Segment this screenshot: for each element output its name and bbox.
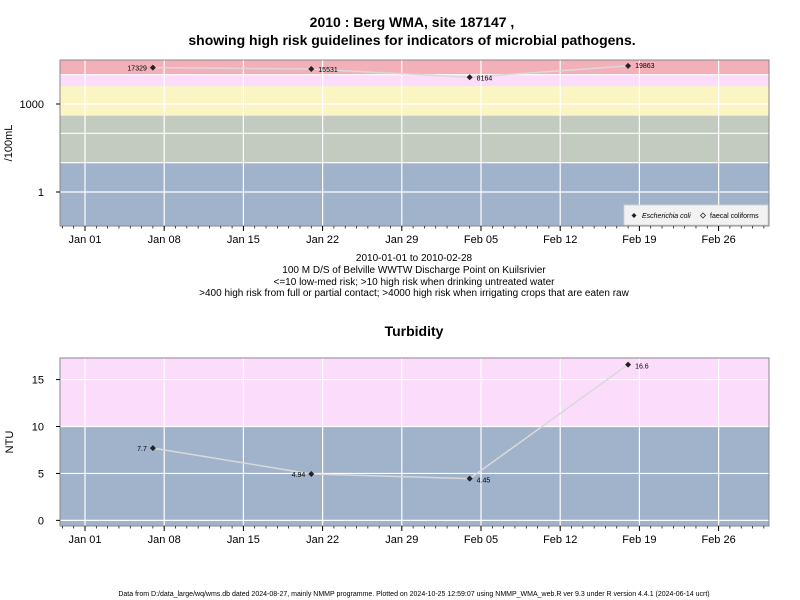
bottom-series-line xyxy=(152,363,629,480)
bottom-x-tick-label: Jan 22 xyxy=(306,534,339,546)
top-x-tick-label: Feb 12 xyxy=(543,234,577,246)
top-data-point xyxy=(308,66,315,73)
bottom-data-label: 4.94 xyxy=(292,472,306,479)
bottom-x-tick-label: Feb 12 xyxy=(543,534,577,546)
bottom-data-label: 7.7 xyxy=(137,446,147,453)
top-band-3 xyxy=(60,115,769,163)
bottom-x-tick-label: Feb 05 xyxy=(464,534,498,546)
legend-entry-ecoli: Escherichia coli xyxy=(642,213,691,220)
top-x-tick-label: Jan 15 xyxy=(227,234,260,246)
bottom-y-tick-label: 10 xyxy=(32,422,44,434)
bottom-data-label: 16.6 xyxy=(635,364,649,371)
bottom-x-tick-label: Jan 01 xyxy=(68,534,101,546)
top-data-label: 19863 xyxy=(635,63,655,70)
top-y-tick-label: 1 xyxy=(38,187,44,199)
top-chart-title-line2: showing high risk guidelines for indicat… xyxy=(188,32,635,48)
bottom-chart-plot: 0 5 10 15 Jan 01 Jan 08 Jan 15 Jan 22 Jan 29 Feb … xyxy=(32,357,770,546)
bottom-plot-frame xyxy=(59,357,770,527)
top-x-tick-label: Jan 08 xyxy=(148,234,181,246)
bottom-y-tick-label: 5 xyxy=(38,468,44,480)
top-chart-caption-4: >400 high risk from full or partial cont… xyxy=(199,288,629,299)
top-plot-frame xyxy=(59,59,770,227)
top-y-tick-label: 1000 xyxy=(20,99,44,111)
top-x-tick-label: Feb 26 xyxy=(701,234,735,246)
footer-note: Data from D:/data_large/wq/wms.db dated … xyxy=(118,591,709,598)
bottom-y-tick-label: 15 xyxy=(32,375,44,387)
legend-entry-faecal: faecal coliforms xyxy=(710,213,759,220)
top-chart-caption-1: 2010-01-01 to 2010-02-28 xyxy=(356,253,473,264)
top-data-label: 8164 xyxy=(477,75,493,82)
bottom-data-point xyxy=(308,471,315,478)
bottom-x-tick-label: Jan 08 xyxy=(148,534,181,546)
top-data-point xyxy=(466,74,473,81)
bottom-chart-title: Turbidity xyxy=(385,323,444,339)
top-data-label: 17329 xyxy=(127,66,147,73)
bottom-x-tick-label: Jan 29 xyxy=(385,534,418,546)
bottom-x-tick-label: Jan 15 xyxy=(227,534,260,546)
legend-box xyxy=(623,204,769,226)
top-x-tick-label: Jan 01 xyxy=(68,234,101,246)
top-x-tick-label: Jan 22 xyxy=(306,234,339,246)
top-legend: Escherichia coli faecal coliforms xyxy=(623,204,769,226)
top-data-point xyxy=(149,64,156,71)
top-band-0 xyxy=(60,60,769,75)
legend-marker-ecoli xyxy=(631,213,637,218)
bottom-data-point xyxy=(466,475,473,482)
top-chart-y-axis-label: /100mL xyxy=(3,125,15,162)
bottom-x-tick-label: Feb 19 xyxy=(622,534,656,546)
top-data-point xyxy=(625,62,632,69)
top-x-tick-label: Feb 05 xyxy=(464,234,498,246)
bottom-chart-y-axis-label: NTU xyxy=(4,431,16,454)
bottom-band-0 xyxy=(60,358,769,427)
bottom-y-tick-label: 0 xyxy=(38,515,44,527)
legend-marker-faecal xyxy=(699,212,707,219)
top-chart-caption-2: 100 M D/S of Belville WWTW Discharge Poi… xyxy=(282,265,546,276)
top-data-label: 15531 xyxy=(318,67,338,74)
top-chart-title-line1: 2010 : Berg WMA, site 187147 , xyxy=(310,14,515,30)
top-x-tick-label: Feb 19 xyxy=(622,234,656,246)
top-chart-plot: 1 1000 Jan 01 Jan 08 Jan 15 Jan 22 Jan 29 Feb 0… xyxy=(20,59,770,246)
bottom-data-point xyxy=(149,445,156,452)
top-x-tick-label: Jan 29 xyxy=(385,234,418,246)
top-band-2 xyxy=(60,86,769,116)
top-series-line xyxy=(152,65,629,79)
bottom-data-label: 4.45 xyxy=(477,478,491,485)
bottom-data-point xyxy=(625,361,632,368)
top-chart-caption-3: <=10 low-med risk; >10 high risk when dr… xyxy=(274,277,556,288)
top-band-1 xyxy=(60,74,769,87)
bottom-x-tick-label: Feb 26 xyxy=(701,534,735,546)
